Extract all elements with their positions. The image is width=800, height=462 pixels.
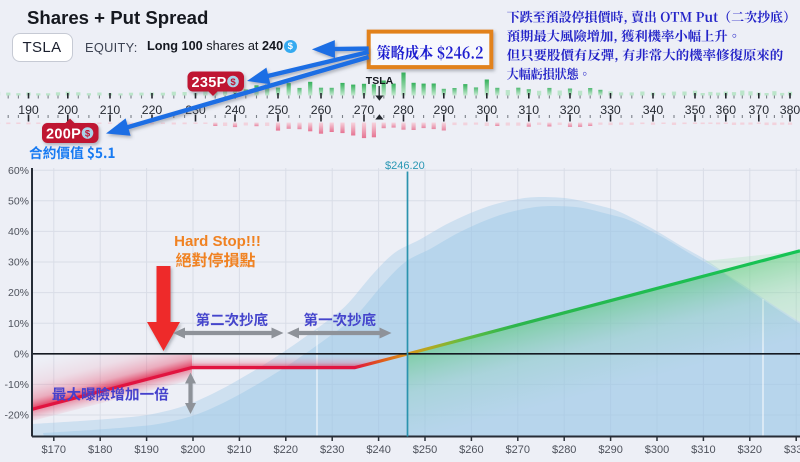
svg-text:260: 260 xyxy=(311,103,332,117)
svg-text:370: 370 xyxy=(749,103,770,117)
svg-text:200P: 200P xyxy=(46,127,81,143)
svg-text:40%: 40% xyxy=(8,226,29,238)
svg-text:-10%: -10% xyxy=(4,379,29,391)
svg-text:$230: $230 xyxy=(320,444,344,456)
svg-text:360: 360 xyxy=(716,103,737,117)
svg-text:190: 190 xyxy=(18,103,39,117)
svg-text:$190: $190 xyxy=(134,444,158,456)
svg-text:240: 240 xyxy=(225,103,246,117)
svg-text:$300: $300 xyxy=(645,444,669,456)
svg-text:270: 270 xyxy=(354,103,375,117)
svg-text:$200: $200 xyxy=(181,444,205,456)
svg-text:$210: $210 xyxy=(227,444,251,456)
svg-text:$: $ xyxy=(85,128,91,139)
svg-text:-20%: -20% xyxy=(4,410,29,422)
svg-text:$220: $220 xyxy=(274,444,298,456)
svg-text:380: 380 xyxy=(780,103,800,117)
svg-text:250: 250 xyxy=(268,103,289,117)
svg-text:$290: $290 xyxy=(598,444,622,456)
svg-text:$310: $310 xyxy=(691,444,715,456)
svg-text:280: 280 xyxy=(393,103,414,117)
svg-text:350: 350 xyxy=(685,103,706,117)
svg-text:$320: $320 xyxy=(738,444,762,456)
svg-text:200: 200 xyxy=(58,103,79,117)
svg-text:210: 210 xyxy=(100,103,121,117)
svg-text:340: 340 xyxy=(643,103,664,117)
svg-text:$250: $250 xyxy=(413,444,437,456)
svg-text:TSLA: TSLA xyxy=(366,75,394,87)
svg-text:$280: $280 xyxy=(552,444,576,456)
svg-text:30%: 30% xyxy=(8,257,29,269)
svg-text:$270: $270 xyxy=(506,444,530,456)
svg-text:0%: 0% xyxy=(14,348,29,360)
svg-text:220: 220 xyxy=(142,103,163,117)
svg-text:$246.20: $246.20 xyxy=(385,160,425,172)
svg-text:60%: 60% xyxy=(8,165,29,177)
svg-text:$240: $240 xyxy=(366,444,390,456)
svg-text:300: 300 xyxy=(477,103,498,117)
svg-text:$330: $330 xyxy=(784,444,800,456)
svg-text:235P: 235P xyxy=(192,75,227,91)
svg-text:50%: 50% xyxy=(8,195,29,207)
svg-text:330: 330 xyxy=(600,103,621,117)
svg-text:$: $ xyxy=(230,77,236,88)
svg-text:$170: $170 xyxy=(42,444,66,456)
svg-text:20%: 20% xyxy=(8,287,29,299)
svg-text:320: 320 xyxy=(560,103,581,117)
svg-text:290: 290 xyxy=(434,103,455,117)
svg-text:310: 310 xyxy=(519,103,540,117)
svg-text:$180: $180 xyxy=(88,444,112,456)
svg-text:10%: 10% xyxy=(8,318,29,330)
svg-text:$260: $260 xyxy=(459,444,483,456)
